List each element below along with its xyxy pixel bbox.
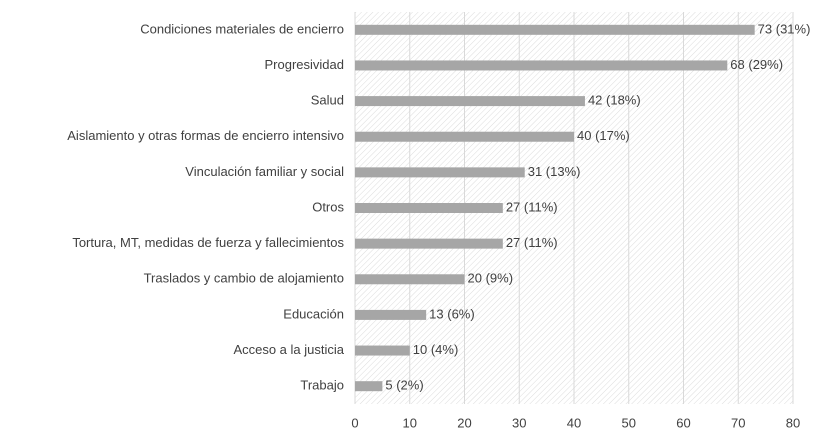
- bar: [355, 203, 503, 213]
- y-tick-label: Salud: [311, 93, 344, 108]
- data-label: 13 (6%): [429, 306, 475, 321]
- y-tick-label: Condiciones materiales de encierro: [140, 21, 344, 36]
- data-label: 27 (11%): [506, 199, 558, 214]
- y-tick-label: Acceso a la justicia: [233, 342, 344, 357]
- y-tick-label: Trabajo: [300, 378, 344, 393]
- x-tick-label: 10: [403, 415, 417, 430]
- x-tick-label: 0: [351, 415, 358, 430]
- bar: [355, 167, 525, 178]
- data-label: 42 (18%): [588, 93, 641, 108]
- data-label: 10 (4%): [413, 342, 459, 357]
- y-tick-label: Traslados y cambio de alojamiento: [144, 271, 344, 286]
- y-tick-label: Aislamiento y otras formas de encierro i…: [67, 128, 344, 143]
- bar: [355, 131, 574, 142]
- x-tick-label: 70: [731, 415, 745, 430]
- x-tick-label: 80: [786, 415, 800, 430]
- data-label: 73 (31%): [758, 21, 811, 36]
- bar: [355, 60, 728, 71]
- data-label: 40 (17%): [577, 128, 630, 143]
- y-tick-label: Educación: [283, 306, 344, 321]
- bar: [355, 96, 585, 107]
- bar: [355, 309, 427, 320]
- bar: [355, 274, 465, 285]
- bar: [355, 24, 755, 35]
- x-tick-label: 50: [622, 415, 636, 430]
- x-tick-label: 30: [512, 415, 526, 430]
- bar: [355, 381, 383, 392]
- y-tick-label: Progresividad: [265, 57, 345, 72]
- bar: [355, 238, 503, 249]
- x-tick-label: 40: [567, 415, 581, 430]
- y-tick-label: Tortura, MT, medidas de fuerza y falleci…: [72, 235, 344, 250]
- data-label: 31 (13%): [528, 164, 581, 179]
- data-label: 20 (9%): [468, 271, 514, 286]
- y-tick-label: Otros: [312, 199, 344, 214]
- data-label: 27 (11%): [506, 235, 558, 250]
- data-label: 5 (2%): [385, 378, 423, 393]
- y-tick-label: Vinculación familiar y social: [185, 164, 344, 179]
- data-label: 68 (29%): [730, 57, 783, 72]
- bar: [355, 345, 410, 356]
- x-tick-label: 60: [676, 415, 690, 430]
- x-tick-label: 20: [457, 415, 471, 430]
